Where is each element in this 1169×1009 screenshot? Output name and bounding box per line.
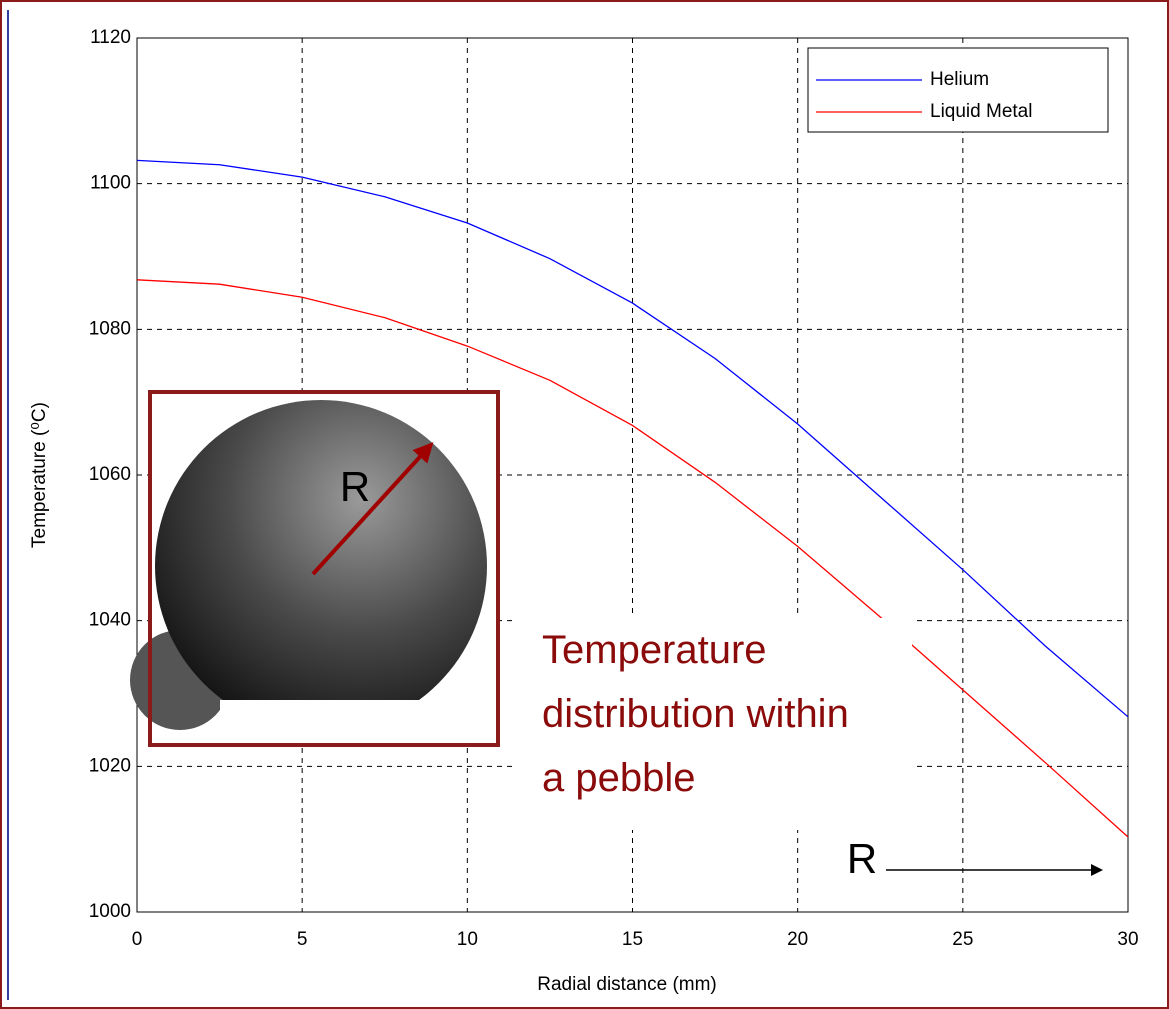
radius-arrow [311,442,434,576]
y-tick-label: 1060 [89,464,131,485]
legend-label: Liquid Metal [930,101,1032,122]
y-tick-label: 1020 [89,755,131,776]
y-tick-label: 1040 [89,610,131,631]
plot-border [136,37,1129,913]
x-tick-label: 30 [1117,929,1138,950]
series-line [136,159,1129,718]
legend [807,47,1109,133]
inset-cover [220,700,496,744]
y-axis-label: Temperature (⁰C) [29,402,50,548]
y-tick-label: 1100 [90,173,131,194]
annotation: Temperature distribution within a pebble [542,628,849,800]
x-tick-label: 10 [457,929,478,950]
x-tick-label: 0 [132,929,143,950]
series-line [136,279,1129,838]
x-tick-label: 25 [952,929,973,950]
y-tick-label: 1080 [89,318,131,339]
x-axis-label: Radial distance (mm) [537,974,717,995]
annotation: R [340,463,370,510]
x-tick-label: 20 [787,929,808,950]
x-tick-label: 15 [622,929,643,950]
y-tick-label: 1000 [89,901,131,922]
annotation: R [847,835,877,882]
legend-label: Helium [930,69,989,90]
x-tick-label: 5 [297,929,308,950]
inset-border [148,390,500,747]
y-tick-label: 1120 [90,27,131,48]
annotation-box: Temperature distribution within a pebble [512,618,912,830]
